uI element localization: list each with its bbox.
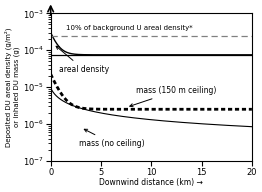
X-axis label: Downwind distance (km) →: Downwind distance (km) →	[99, 178, 203, 187]
Text: mass (150 m ceiling): mass (150 m ceiling)	[130, 86, 217, 107]
Y-axis label: Deposited DU areal density (g/m²)
or inhaled DU mass (g): Deposited DU areal density (g/m²) or inh…	[5, 27, 20, 147]
Text: 10% of background U areal density*: 10% of background U areal density*	[66, 25, 192, 31]
Text: mass (no ceiling): mass (no ceiling)	[79, 129, 144, 148]
Text: areal density: areal density	[56, 46, 109, 74]
